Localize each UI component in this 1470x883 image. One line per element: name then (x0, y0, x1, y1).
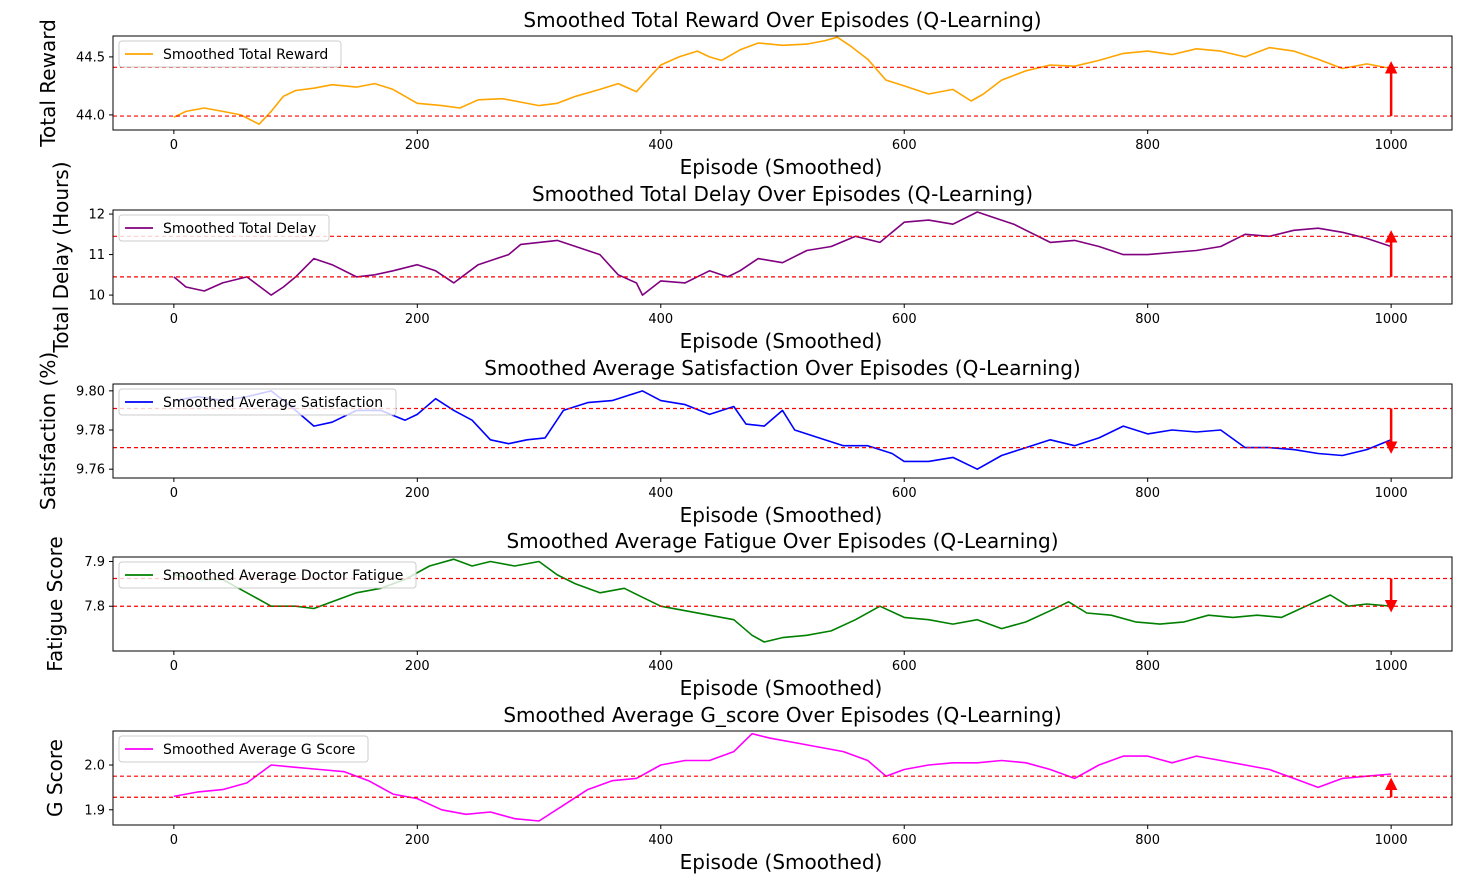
x-tick-label: 200 (405, 833, 430, 848)
subplot-2: Smoothed Total Delay Over Episodes (Q-Le… (49, 162, 1453, 354)
y-axis-label: Total Reward (36, 19, 60, 148)
x-tick-label: 600 (892, 486, 917, 501)
subplot-title: Smoothed Total Delay Over Episodes (Q-Le… (532, 182, 1033, 206)
x-tick-label: 0 (170, 138, 178, 153)
y-tick-label: 7.8 (84, 600, 105, 615)
legend: Smoothed Total Reward (118, 40, 342, 68)
y-tick-label: 9.76 (76, 463, 105, 478)
y-axis-label: G Score (43, 739, 67, 817)
legend-box (118, 388, 397, 416)
y-tick-label: 44.5 (76, 50, 105, 65)
y-axis-label: Total Delay (Hours) (49, 162, 73, 354)
legend-label: Smoothed Total Reward (163, 47, 328, 63)
axes-frame (112, 35, 1453, 131)
legend: Smoothed Total Delay (118, 214, 330, 242)
x-tick-label: 200 (405, 659, 430, 674)
y-tick-label: 1.9 (84, 803, 105, 818)
x-tick-label: 600 (892, 659, 917, 674)
x-tick-label: 200 (405, 486, 430, 501)
x-tick-label: 200 (405, 138, 430, 153)
subplot-5: Smoothed Average G_score Over Episodes (… (43, 703, 1453, 874)
subplot-4: Smoothed Average Fatigue Over Episodes (… (43, 529, 1453, 700)
subplot-3: Smoothed Average Satisfaction Over Episo… (36, 352, 1453, 527)
x-tick-label: 800 (1135, 138, 1160, 153)
x-tick-label: 800 (1135, 486, 1160, 501)
x-tick-label: 400 (648, 833, 673, 848)
axes-frame (112, 730, 1453, 826)
y-tick-label: 44.0 (76, 108, 105, 123)
x-tick-label: 1000 (1375, 312, 1408, 327)
x-tick-label: 800 (1135, 312, 1160, 327)
x-tick-label: 800 (1135, 659, 1160, 674)
x-tick-label: 0 (170, 486, 178, 501)
axes-frame (112, 556, 1453, 652)
x-tick-label: 200 (405, 312, 430, 327)
legend-box (118, 40, 342, 68)
series-line (173, 732, 1392, 822)
subplot-title: Smoothed Average G_score Over Episodes (… (503, 703, 1061, 727)
legend-label: Smoothed Average Satisfaction (163, 395, 383, 411)
legend: Smoothed Average Satisfaction (118, 388, 397, 416)
legend-box (118, 735, 369, 763)
legend-label: Smoothed Average G Score (163, 742, 355, 758)
legend: Smoothed Average Doctor Fatigue (118, 561, 417, 589)
axes-frame (112, 383, 1453, 479)
axes-frame (112, 209, 1453, 305)
x-tick-label: 0 (170, 659, 178, 674)
legend-label: Smoothed Total Delay (163, 221, 316, 237)
y-axis-label: Satisfaction (%) (36, 352, 60, 510)
series-line (173, 211, 1392, 296)
y-tick-label: 7.9 (84, 555, 105, 570)
y-tick-label: 2.0 (84, 759, 105, 774)
x-axis-label: Episode (Smoothed) (680, 503, 883, 527)
x-axis-label: Episode (Smoothed) (680, 850, 883, 874)
x-tick-label: 400 (648, 138, 673, 153)
y-tick-label: 12 (88, 208, 105, 223)
legend-box (118, 561, 417, 589)
x-axis-label: Episode (Smoothed) (680, 329, 883, 353)
legend-box (118, 214, 330, 242)
subplot-1: Smoothed Total Reward Over Episodes (Q-L… (36, 8, 1453, 179)
y-tick-label: 9.80 (76, 384, 105, 399)
x-tick-label: 400 (648, 486, 673, 501)
x-tick-label: 600 (892, 138, 917, 153)
y-tick-label: 10 (88, 289, 105, 304)
y-tick-label: 9.78 (76, 424, 105, 439)
x-tick-label: 0 (170, 833, 178, 848)
legend-label: Smoothed Average Doctor Fatigue (163, 568, 403, 584)
y-tick-label: 11 (88, 248, 105, 263)
x-axis-label: Episode (Smoothed) (680, 676, 883, 700)
x-tick-label: 1000 (1375, 833, 1408, 848)
series-line (173, 36, 1392, 125)
x-tick-label: 1000 (1375, 138, 1408, 153)
subplot-title: Smoothed Average Satisfaction Over Episo… (484, 356, 1080, 380)
subplot-title: Smoothed Total Reward Over Episodes (Q-L… (523, 8, 1041, 32)
x-tick-label: 400 (648, 312, 673, 327)
y-axis-label: Fatigue Score (43, 536, 67, 671)
x-tick-label: 1000 (1375, 486, 1408, 501)
x-tick-label: 0 (170, 312, 178, 327)
x-tick-label: 1000 (1375, 659, 1408, 674)
x-tick-label: 400 (648, 659, 673, 674)
x-tick-label: 600 (892, 312, 917, 327)
subplot-title: Smoothed Average Fatigue Over Episodes (… (506, 529, 1058, 553)
x-tick-label: 600 (892, 833, 917, 848)
legend: Smoothed Average G Score (118, 735, 369, 763)
x-axis-label: Episode (Smoothed) (680, 155, 883, 179)
x-tick-label: 800 (1135, 833, 1160, 848)
